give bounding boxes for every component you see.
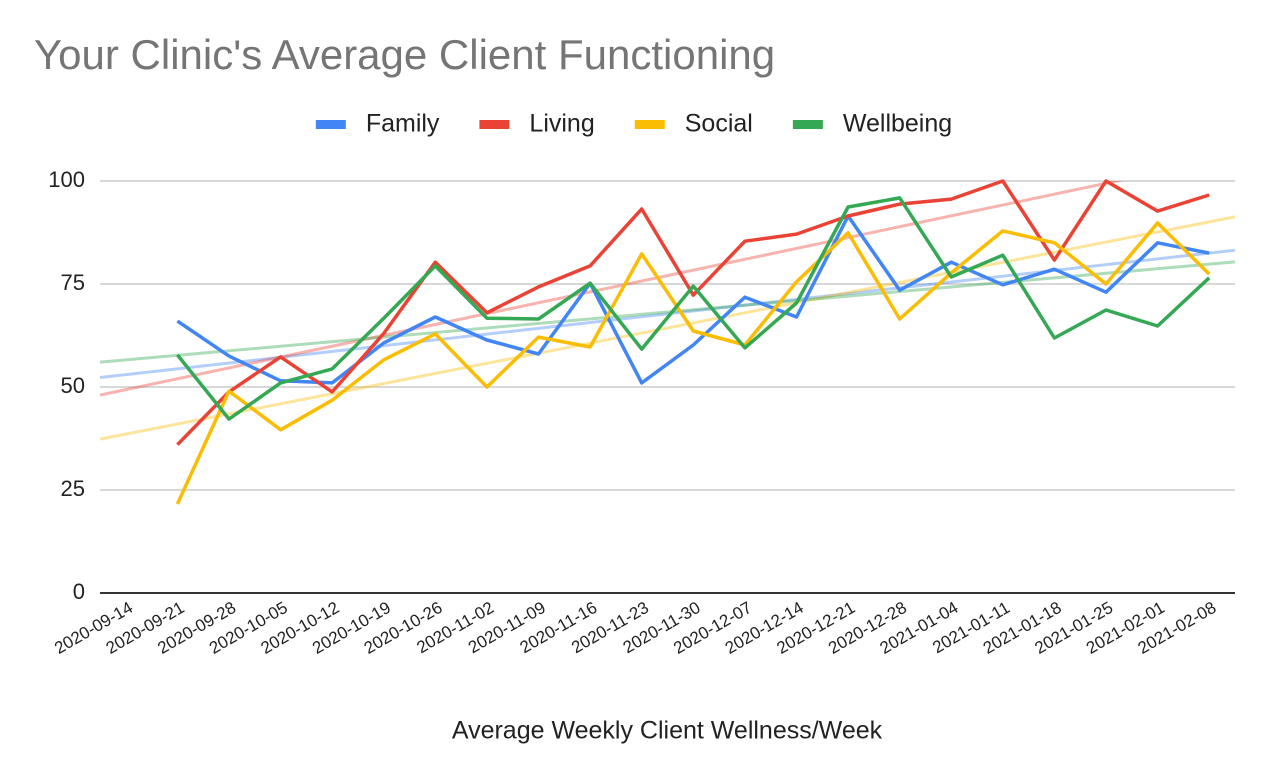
legend: Family Living Social Wellbeing bbox=[315, 110, 952, 138]
chart-title: Your Clinic's Average Client Functioning bbox=[34, 31, 775, 78]
series-line bbox=[176, 196, 1211, 421]
y-tick-label: 0 bbox=[73, 579, 85, 604]
legend-label: Living bbox=[529, 110, 594, 138]
series-line bbox=[176, 179, 1210, 446]
series-line bbox=[176, 214, 1210, 385]
series-line bbox=[175, 221, 1211, 505]
y-tick-label: 25 bbox=[61, 476, 85, 501]
y-tick-label: 50 bbox=[61, 373, 85, 398]
x-axis-title: Average Weekly Client Wellness/Week bbox=[452, 717, 883, 745]
legend-label: Social bbox=[685, 110, 753, 138]
trendline bbox=[100, 260, 1235, 364]
legend-swatch bbox=[479, 120, 510, 129]
y-tick-label: 75 bbox=[61, 270, 85, 295]
y-tick-label: 100 bbox=[48, 167, 85, 192]
legend-swatch bbox=[315, 120, 346, 129]
legend-label: Wellbeing bbox=[843, 110, 952, 138]
trendlines bbox=[100, 181, 1235, 441]
trendline bbox=[100, 181, 1125, 397]
trendline bbox=[100, 215, 1235, 441]
legend-label: Family bbox=[366, 110, 440, 138]
legend-swatch bbox=[634, 120, 665, 129]
grid: 02550751002020-09-142020-09-212020-09-28… bbox=[48, 167, 1235, 658]
lines bbox=[175, 179, 1211, 505]
legend-swatch bbox=[792, 120, 823, 129]
